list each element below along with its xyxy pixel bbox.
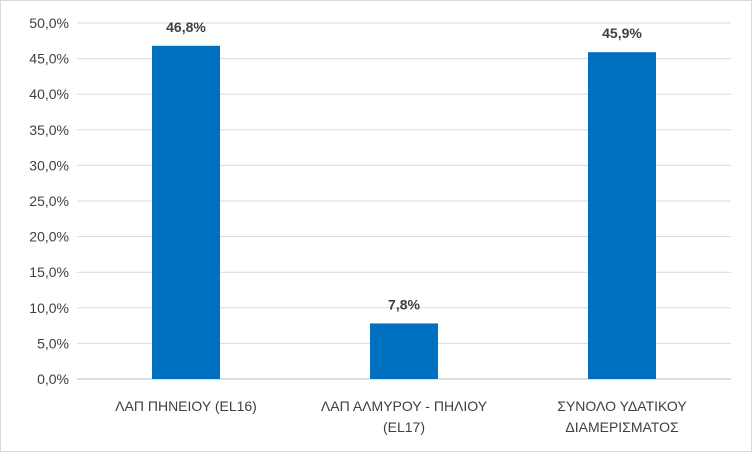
y-tick-label: 25,0% (29, 193, 69, 209)
y-tick-label: 20,0% (29, 229, 69, 245)
data-label: 45,9% (602, 25, 642, 41)
y-tick-label: 15,0% (29, 264, 69, 280)
category-label-line: ΔΙΑΜΕΡΙΣΜΑΤΟΣ (565, 419, 679, 435)
y-tick-label: 10,0% (29, 300, 69, 316)
category-label: ΛΑΠ ΑΛΜΥΡΟΥ - ΠΗΛΙΟΥ (EL17) (321, 398, 488, 435)
data-label: 7,8% (388, 296, 420, 312)
y-tick-label: 40,0% (29, 86, 69, 102)
category-label-line: ΣΥΝΟΛΟ ΥΔΑΤΙΚΟΥ (557, 398, 687, 414)
y-tick-label: 30,0% (29, 157, 69, 173)
y-tick-label: 5,0% (37, 335, 69, 351)
category-label: ΣΥΝΟΛΟ ΥΔΑΤΙΚΟΥ ΔΙΑΜΕΡΙΣΜΑΤΟΣ (557, 398, 687, 435)
category-label: ΛΑΠ ΠΗΝΕΙΟΥ (EL16) (115, 398, 257, 414)
bar (588, 52, 656, 379)
y-tick-label: 35,0% (29, 122, 69, 138)
data-label: 46,8% (166, 19, 206, 35)
y-tick-label: 50,0% (29, 15, 69, 31)
category-label-line: (EL17) (383, 419, 425, 435)
y-tick-label: 45,0% (29, 51, 69, 67)
category-label-line: ΛΑΠ ΠΗΝΕΙΟΥ (EL16) (115, 398, 257, 414)
bar (370, 323, 438, 379)
category-label-line: ΛΑΠ ΑΛΜΥΡΟΥ - ΠΗΛΙΟΥ (321, 398, 488, 414)
bar (152, 45, 220, 380)
y-tick-label: 0,0% (37, 371, 69, 387)
